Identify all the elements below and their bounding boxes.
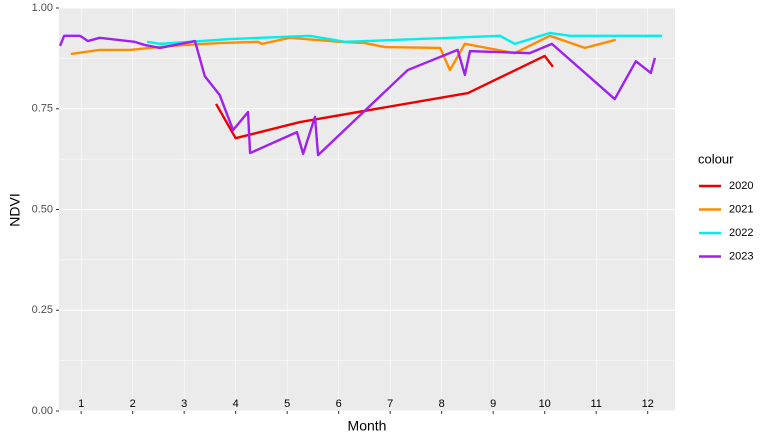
x-tick-label: 11 — [590, 398, 601, 410]
line — [58, 34, 657, 157]
x-tick-label: 7 — [387, 398, 393, 410]
y-tick-label: 0.50 — [32, 203, 53, 215]
y-tick-label: 0.25 — [32, 304, 53, 316]
y-tick-label: 0.00 — [32, 405, 53, 417]
legend-label: 2021 — [729, 203, 753, 215]
legend-title: colour — [698, 151, 734, 166]
x-tick-label: 8 — [439, 398, 445, 410]
x-tick-label: 12 — [642, 398, 654, 410]
x-tick-label: 6 — [336, 398, 342, 410]
legend-label: 2023 — [729, 250, 753, 262]
y-axis-title: NDVI — [7, 193, 23, 226]
x-tick-label: 9 — [490, 398, 496, 410]
x-tick-label: 10 — [539, 398, 551, 410]
line — [215, 54, 554, 140]
y-tick-label: 0.75 — [32, 103, 53, 115]
y-tick-label: 1.00 — [32, 2, 53, 14]
x-tick-label: 1 — [78, 398, 84, 410]
x-tick-label: 2 — [130, 398, 136, 410]
x-axis-title: Month — [348, 418, 387, 434]
legend-label: 2022 — [729, 227, 753, 239]
x-tick-label: 4 — [233, 398, 239, 410]
x-tick-label: 3 — [181, 398, 187, 410]
line — [146, 31, 663, 46]
x-tick-label: 5 — [284, 398, 290, 410]
legend-label: 2020 — [729, 180, 753, 192]
